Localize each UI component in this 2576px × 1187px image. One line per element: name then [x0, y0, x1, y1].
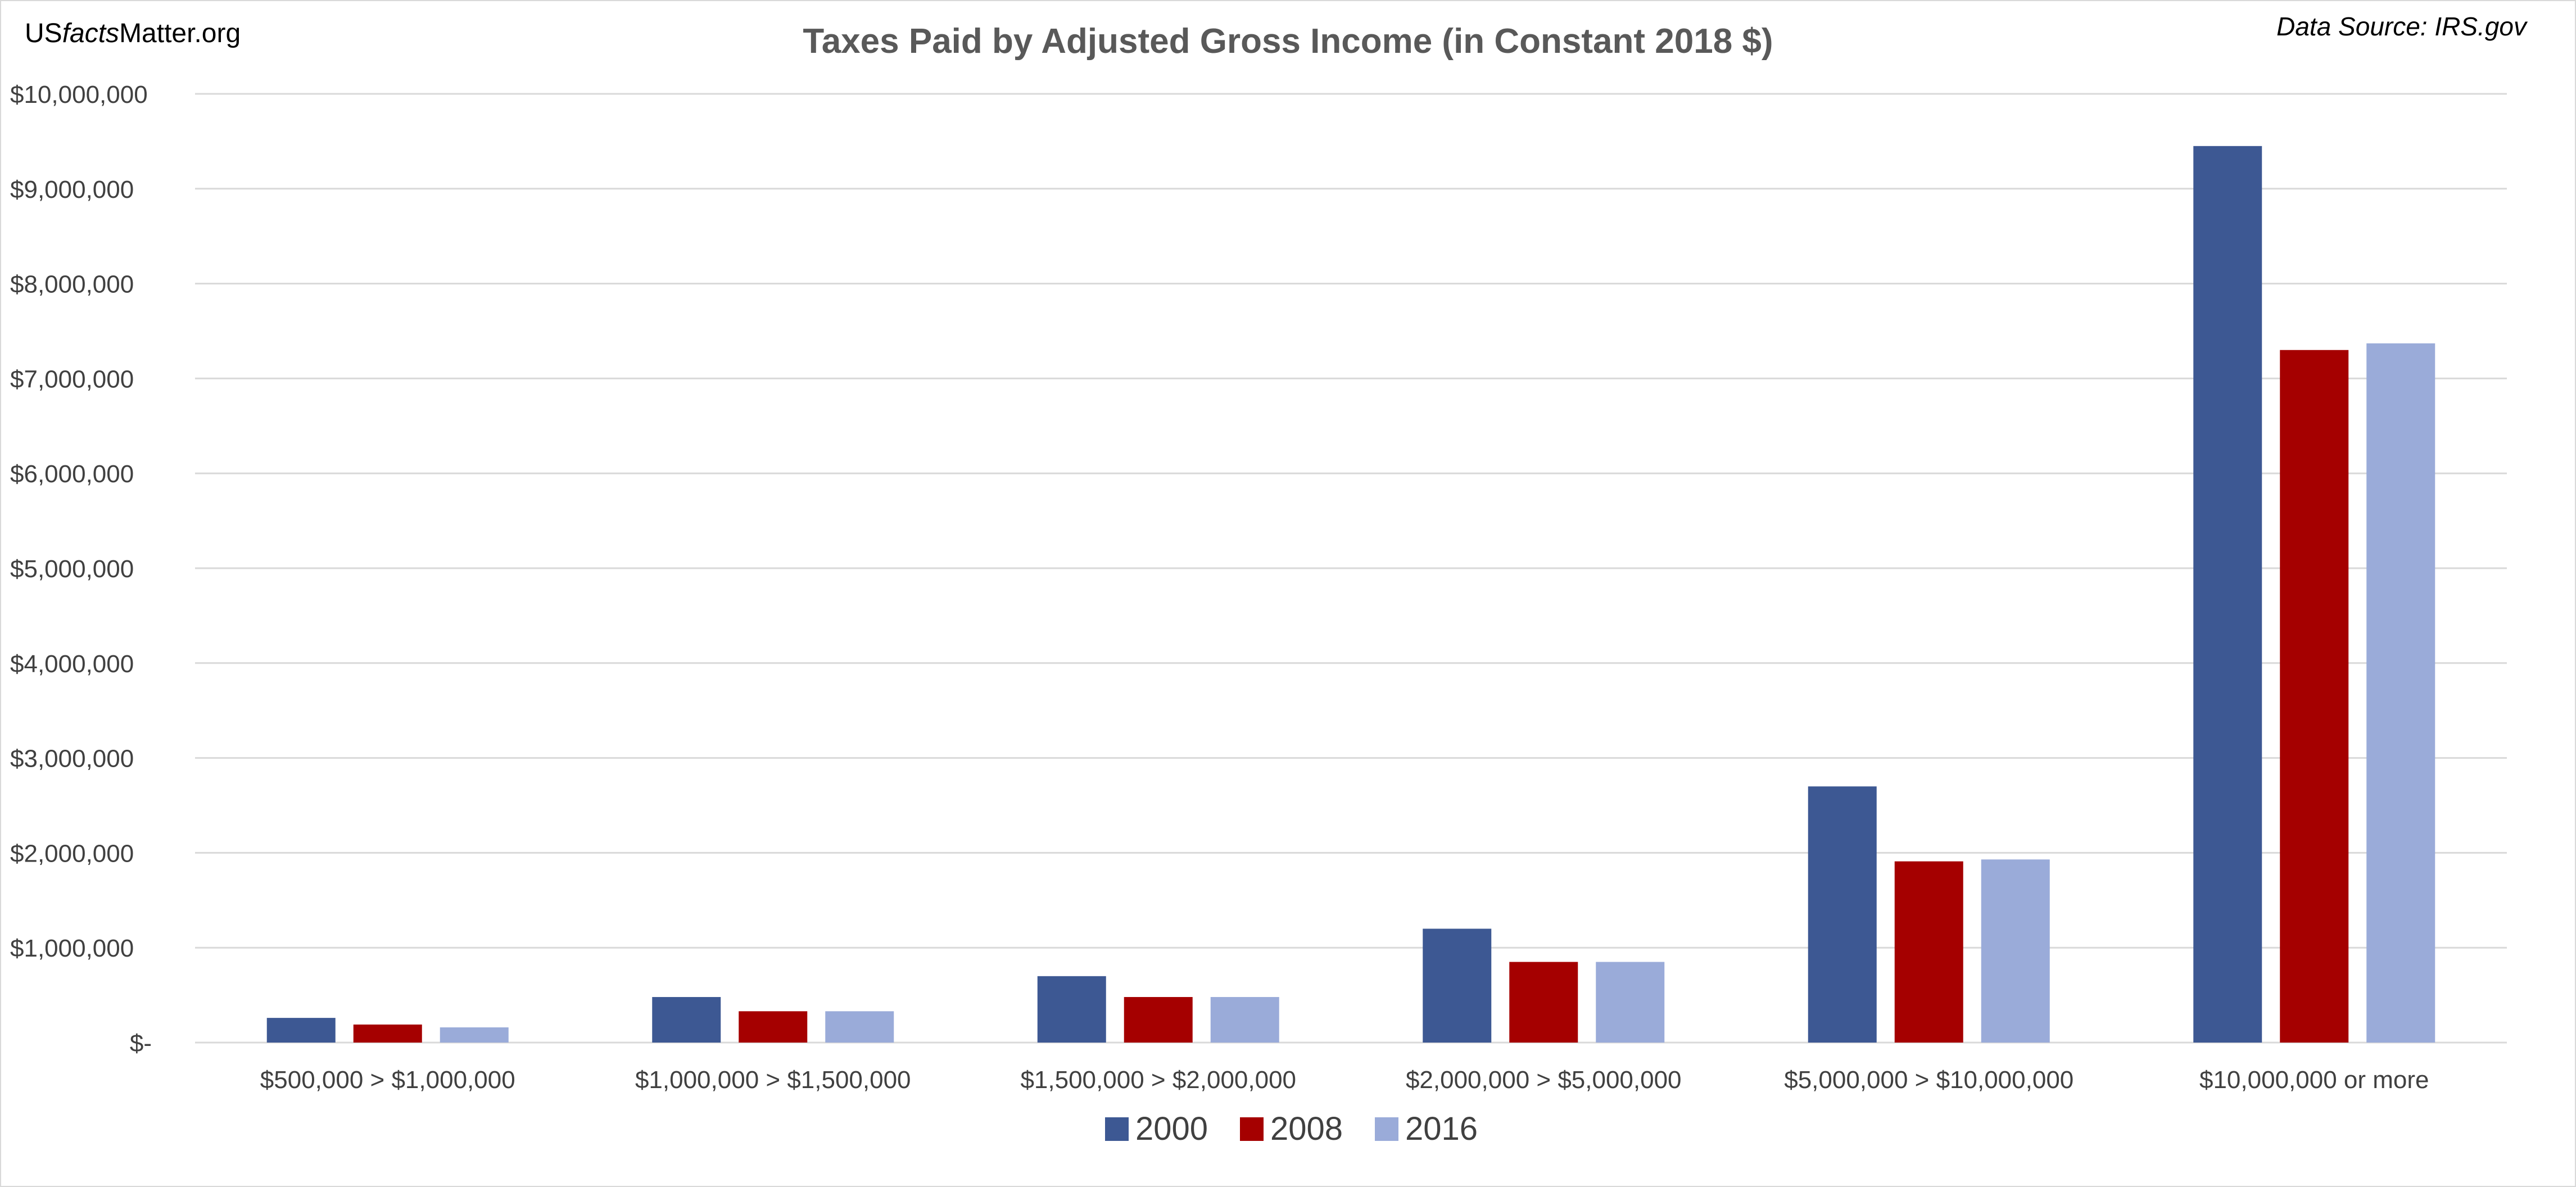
x-tick-label: $2,000,000 > $5,000,000 — [1406, 1066, 1682, 1094]
y-tick-label: $2,000,000 — [10, 840, 134, 867]
bar-2016 — [1210, 996, 1279, 1043]
brand-suffix: Matter.org — [119, 19, 241, 48]
legend-swatch-2016 — [1375, 1117, 1398, 1141]
y-tick-label: $6,000,000 — [10, 460, 134, 488]
bar-2000 — [1808, 786, 1877, 1043]
y-tick-label: $4,000,000 — [10, 650, 134, 678]
bar-2000 — [2193, 146, 2262, 1043]
y-tick-label: $- — [130, 1030, 152, 1057]
y-tick-label: $9,000,000 — [10, 176, 134, 203]
bar-2008 — [739, 1011, 808, 1043]
legend-swatch-2008 — [1240, 1117, 1264, 1141]
brand-prefix: US — [25, 19, 62, 48]
x-tick-label: $500,000 > $1,000,000 — [260, 1066, 515, 1094]
data-source-label: Data Source: IRS.gov — [2276, 12, 2527, 41]
x-tick-label: $1,500,000 > $2,000,000 — [1020, 1066, 1296, 1094]
y-tick-label: $8,000,000 — [10, 271, 134, 298]
y-tick-label: $10,000,000 — [10, 81, 148, 108]
bar-2008 — [1894, 861, 1963, 1043]
bar-2016 — [825, 1011, 894, 1043]
legend-label-2016: 2016 — [1405, 1111, 1478, 1147]
bar-2000 — [1037, 976, 1106, 1043]
brand-italic: facts — [62, 19, 120, 48]
x-tick-label: $1,000,000 > $1,500,000 — [635, 1066, 911, 1094]
y-tick-label: $5,000,000 — [10, 555, 134, 583]
x-tick-label: $10,000,000 or more — [2199, 1066, 2429, 1094]
bar-2008 — [1509, 962, 1578, 1043]
y-tick-label: $1,000,000 — [10, 935, 134, 962]
x-tick-label: $5,000,000 > $10,000,000 — [1784, 1066, 2074, 1094]
y-tick-label: $3,000,000 — [10, 745, 134, 773]
bar-2000 — [266, 1018, 336, 1043]
chart-title: Taxes Paid by Adjusted Gross Income (in … — [803, 22, 1773, 61]
bar-2000 — [1423, 928, 1492, 1043]
legend-label-2000: 2000 — [1135, 1111, 1208, 1147]
bar-2016 — [1981, 859, 2050, 1043]
y-tick-label: $7,000,000 — [10, 365, 134, 393]
bar-2016 — [1596, 962, 1665, 1043]
legend-swatch-2000 — [1105, 1117, 1129, 1141]
legend-label-2008: 2008 — [1270, 1111, 1343, 1147]
bar-2008 — [1124, 996, 1193, 1043]
bar-2008 — [353, 1024, 422, 1043]
bar-2016 — [2366, 343, 2435, 1043]
brand-logo-text: USfactsMatter.org — [25, 18, 241, 49]
bar-2016 — [440, 1027, 509, 1043]
bar-2000 — [652, 996, 721, 1043]
bar-2008 — [2280, 350, 2349, 1043]
